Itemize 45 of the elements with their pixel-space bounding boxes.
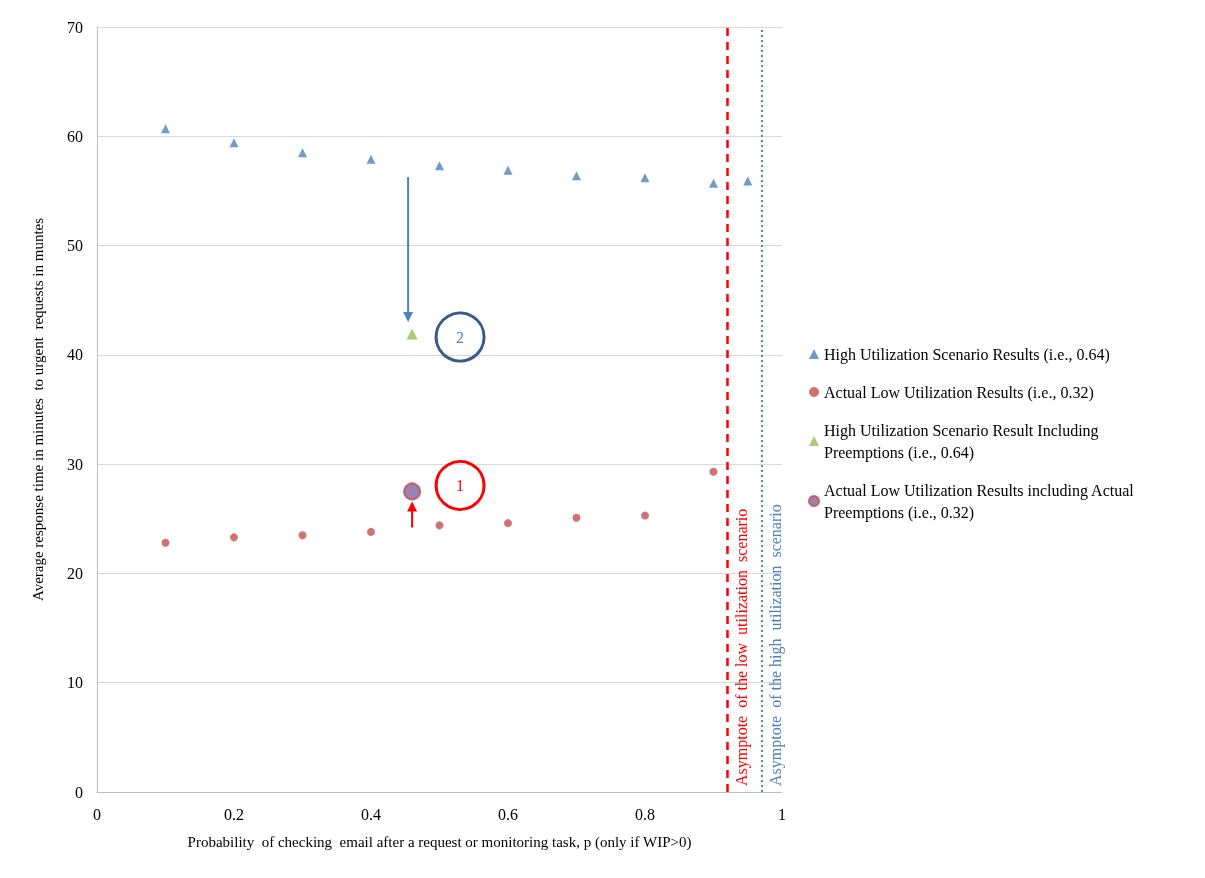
point	[435, 161, 444, 171]
point	[640, 173, 650, 183]
y-tick-label: 10	[67, 674, 83, 692]
x-tick-label: 0.6	[498, 805, 518, 823]
point	[503, 165, 513, 175]
legend-label: Actual Low Utilization Results including Actual Preemptions (i.e., 0.32)	[824, 481, 1138, 522]
point	[161, 538, 170, 547]
y-tick-label: 60	[67, 127, 83, 145]
x-tick-label: 0.4	[361, 805, 381, 823]
point	[572, 171, 581, 181]
point	[406, 328, 418, 340]
y-axis-title: Average response time in minutes to urgent requests in muntes	[29, 217, 46, 602]
point	[229, 138, 239, 148]
ref-line-label: Asymptote of the low utilization scenario	[732, 508, 751, 786]
point	[572, 513, 581, 522]
point	[504, 519, 512, 528]
point	[403, 482, 422, 501]
legend-label: Actual Low Utilization Results (i.e., 0.32)	[824, 383, 1094, 402]
x-tick-label: 1	[778, 805, 786, 823]
point	[161, 124, 170, 134]
x-axis-title: Probability of checking email after a request or monitoring task, p (only if WIP>0)	[187, 833, 692, 851]
legend-label: High Utilization Scenario Result Including Preemptions (i.e., 0.64)	[824, 421, 1103, 462]
annotation: 2	[456, 328, 465, 346]
point	[435, 521, 444, 530]
legend-label: High Utilization Scenario Results (i.e., 0.64)	[824, 345, 1110, 364]
point	[641, 511, 649, 520]
y-tick-label: 20	[67, 564, 83, 582]
annotation: 1	[456, 476, 465, 494]
point	[709, 178, 718, 188]
x-tick-label: 0	[93, 805, 101, 823]
point	[298, 148, 307, 158]
x-tick-label: 0.8	[635, 805, 655, 823]
point	[367, 527, 375, 536]
point	[366, 154, 376, 164]
y-tick-label: 70	[67, 18, 83, 36]
x-tick-label: 0.2	[224, 805, 244, 823]
y-tick-label: 0	[75, 783, 83, 801]
y-tick-label: 50	[67, 237, 83, 255]
y-tick-label: 40	[67, 346, 83, 364]
point	[230, 533, 238, 542]
point	[298, 531, 307, 540]
ref-line-label: Asymptote of the high utilization scenario	[766, 504, 785, 786]
point	[709, 467, 718, 476]
y-tick-label: 30	[67, 455, 83, 473]
point	[743, 176, 753, 186]
